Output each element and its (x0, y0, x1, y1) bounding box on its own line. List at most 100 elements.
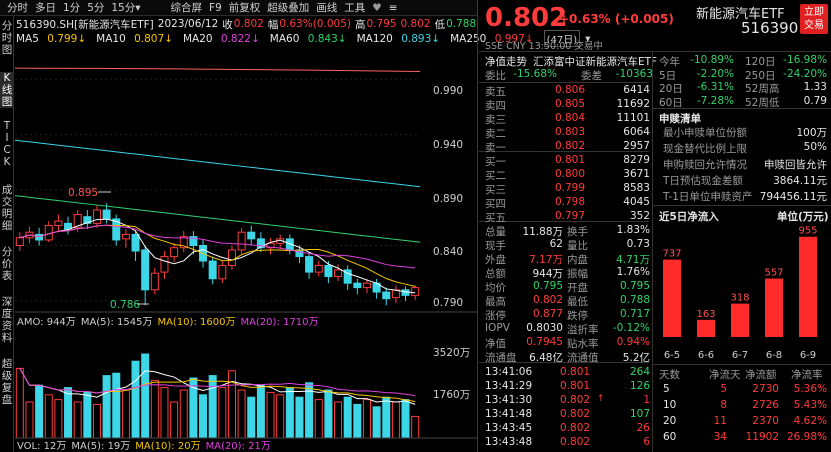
volume-bar (266, 391, 275, 439)
buys-row[interactable]: 买四 0.798 4045 (485, 196, 650, 210)
candle-body (73, 213, 82, 229)
vol-ma10-line (19, 368, 416, 403)
tab-draw[interactable]: 画线 (316, 2, 338, 14)
tick-row: 13:41:30 0.802 ↑ 1 (485, 394, 650, 406)
tab-adjust[interactable]: 前复权 (228, 2, 261, 14)
change-value: 0.63%(0.005) (279, 18, 351, 30)
redeem-row: 申购赎回允许情况 申赎回皆允许 (663, 159, 827, 171)
tab-overlay[interactable]: 超级叠加 (267, 2, 310, 14)
buys-row[interactable]: 买三 0.799 8583 (485, 182, 650, 196)
menu-icon[interactable]: ≡ (388, 1, 398, 14)
candle-body (256, 238, 265, 249)
volume-bar (353, 403, 362, 439)
tab-composite[interactable]: 综合屏 (170, 2, 203, 14)
stat-row: 总量 11.88万 换手 1.83% (485, 224, 650, 238)
ma120-line (15, 139, 421, 188)
fund-code: 516390 (741, 19, 799, 37)
low-marker-label: 0.786 (110, 299, 140, 311)
vol-ma20-line (19, 368, 416, 397)
quote-panel: 0.802 +0.63% (+0.005) 新能源汽车ETF 516390 立即… (479, 0, 831, 452)
volume-bar (64, 387, 73, 439)
flow-table-row: 60 34 11902 26.98% (663, 431, 827, 443)
volume-bar (256, 384, 265, 439)
flow-table-header: 天数 净流天 净流额 净流率 (659, 369, 823, 381)
sells-row[interactable]: 卖五 0.806 6414 (485, 84, 650, 98)
period-selector[interactable]: (47日) (543, 30, 581, 47)
candle-body (237, 231, 246, 251)
price-change: +0.63% (+0.005) (559, 12, 674, 26)
volume-bar (112, 372, 121, 439)
candle-body (247, 231, 256, 240)
heart-icon[interactable]: ♥ (372, 1, 382, 14)
stat-row: IOPV 0.8030 溢折率 -0.12% (485, 322, 650, 336)
trade-now-button[interactable]: 立即 交易 (800, 4, 828, 34)
vtab-detail[interactable]: 成交明细 (1, 184, 13, 232)
volume-bar (334, 401, 343, 439)
nav-trend-link[interactable]: 净值走势 (485, 56, 527, 68)
volume-bar (35, 384, 44, 439)
netflow-bar-chart: 737 6-5 163 6-6 318 6-7 557 6-8 955 6-9 (662, 226, 817, 361)
sells-row[interactable]: 卖一 0.802 2957 (485, 140, 650, 154)
flow-day-label: 6-5 (664, 350, 680, 361)
flow-value-label: 163 (696, 309, 715, 320)
buys-row[interactable]: 买二 0.800 3671 (485, 168, 650, 182)
chevron-down-icon: ▾ (135, 2, 141, 14)
close-label: 收 (222, 18, 233, 31)
security-code: 516390.SH[新能源汽车ETF] (16, 18, 154, 31)
kline-chart[interactable]: 0.990 0.940 0.890 0.840 0.790 0.895 0.78… (15, 46, 477, 452)
tab-15min[interactable]: 15分▾ (111, 2, 141, 14)
ma-legend: MA5 0.799↓ MA10 0.807↓ MA20 0.822↓ MA60 … (16, 30, 590, 47)
tab-1min[interactable]: 1分 (63, 2, 81, 14)
perf-row: 20日 -6.31% 52周高 1.33 (659, 81, 827, 95)
stat-row: 最高 0.802 最低 0.788 (485, 294, 650, 308)
up-arrow-icon: ↑ (597, 394, 605, 404)
ma60-legend: MA60 0.843↓ (269, 32, 347, 45)
tab-tools[interactable]: 工具 (344, 2, 366, 14)
perf-row: 60日 -7.28% 52周低 0.79 (659, 94, 827, 109)
buys-row[interactable]: 买五 0.797 352 (485, 210, 650, 224)
open-value: 0.795 (366, 18, 397, 30)
chevron-down-icon[interactable]: ▾ (585, 32, 591, 45)
candle-body (411, 287, 420, 296)
tab-f9[interactable]: F9 (209, 1, 222, 14)
high-label: 高 (354, 18, 366, 31)
tab-fenshi[interactable]: 分时 (7, 2, 28, 14)
vtab-fenshi[interactable]: 分时图 (1, 20, 13, 56)
volume-bar (343, 396, 352, 439)
quote-info-bar: 516390.SH[新能源汽车ETF] 2023/06/12 收 0.802 幅… (16, 17, 476, 31)
ma5-legend: MA5 0.799↓ (16, 32, 87, 45)
vol-tick-mid: 1760万 (433, 389, 470, 401)
candle-body (15, 237, 24, 247)
price-tick-0940: 0.940 (433, 139, 463, 151)
candle-body (189, 236, 198, 246)
volume-bar (25, 401, 34, 439)
volume-bar (170, 401, 179, 439)
fund-full-name: 汇添富中证新能源汽车ETF (533, 56, 658, 68)
redeem-row: T-1日单位申赎资产 794456.11元 (663, 191, 827, 203)
ma20-line (19, 224, 416, 269)
candle-body (305, 256, 314, 273)
candle-body (334, 269, 343, 278)
candle-body (401, 289, 410, 296)
candle-body (353, 282, 362, 289)
vtab-replay[interactable]: 超级复盘 (1, 358, 13, 406)
volume-bar (102, 375, 111, 439)
vtab-depth[interactable]: 深度资料 (1, 296, 13, 344)
sells-row[interactable]: 卖二 0.803 6064 (485, 126, 650, 140)
candle-body (179, 236, 188, 249)
weibi-row: 委比 -15.68% 委差 -10363 (485, 68, 653, 82)
last-price: 0.802 (485, 3, 568, 33)
sells-row[interactable]: 卖四 0.805 11692 (485, 98, 650, 112)
candle-body (112, 218, 121, 241)
volume-bar (92, 403, 101, 439)
tab-5min[interactable]: 5分 (87, 2, 105, 14)
buys-row[interactable]: 买一 0.801 8279 (485, 154, 650, 168)
sells-row[interactable]: 卖三 0.804 11101 (485, 112, 650, 126)
low-value: 0.788 (446, 18, 477, 30)
tab-multiday[interactable]: 多日 (35, 2, 56, 14)
vtab-price-table[interactable]: 分价表 (1, 246, 13, 282)
panel-divider (477, 0, 478, 452)
amo-legend: AMO: 944万 MA(5): 1545万 MA(10): 1600万 MA(20)… (17, 317, 318, 328)
